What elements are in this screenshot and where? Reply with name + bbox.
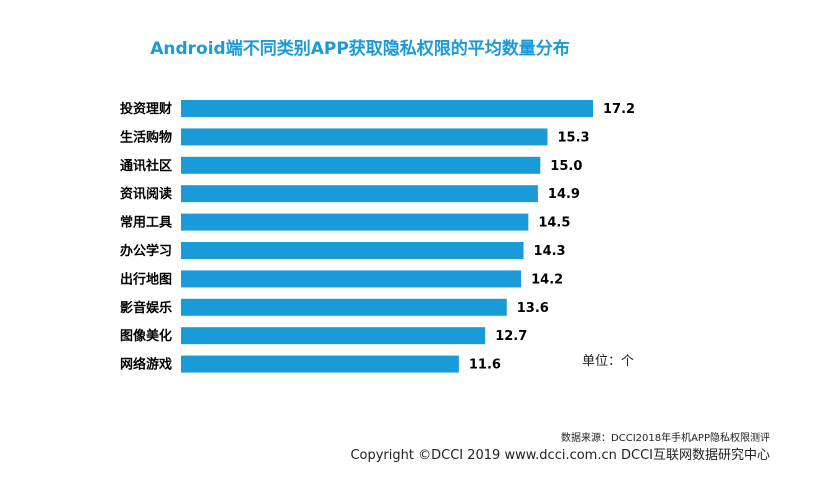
copyright-text: Copyright ©DCCI 2019 www.dcci.com.cn DCC… xyxy=(350,448,770,463)
category-label: 常用工具 xyxy=(120,215,172,231)
category-label: 影音娱乐 xyxy=(120,300,172,316)
unit-label: 单位：个 xyxy=(582,354,635,369)
category-label: 图像美化 xyxy=(120,328,172,344)
value-label: 11.6 xyxy=(469,358,501,373)
value-label: 15.0 xyxy=(550,159,582,174)
category-label: 资讯阅读 xyxy=(120,186,172,202)
source-text: 数据来源：DCCI2018年手机APP隐私权限测评 xyxy=(561,433,770,444)
category-label: 出行地图 xyxy=(120,271,172,287)
bar xyxy=(181,355,459,373)
chart-title: Android端不同类别APP获取隐私权限的平均数量分布 xyxy=(150,39,570,59)
bar xyxy=(181,327,486,345)
value-label: 12.7 xyxy=(495,329,527,344)
category-label: 网络游戏 xyxy=(120,357,172,373)
value-label: 14.5 xyxy=(538,216,570,231)
bar xyxy=(181,270,522,288)
bar xyxy=(181,128,548,146)
bar xyxy=(181,185,538,203)
value-label: 14.3 xyxy=(534,244,566,259)
category-label: 投资理财 xyxy=(120,101,172,117)
category-label: 通讯社区 xyxy=(120,158,172,174)
category-label: 生活购物 xyxy=(120,129,172,145)
bar xyxy=(181,298,507,316)
category-label: 办公学习 xyxy=(120,243,172,259)
value-label: 14.2 xyxy=(531,272,563,287)
bar xyxy=(181,213,529,231)
value-label: 15.3 xyxy=(557,130,589,145)
bars-group: 投资理财 17.2 生活购物 15.3 通讯社区 15.0 资讯阅读 14.9 常用工具 14.5… xyxy=(120,100,635,373)
value-label: 14.9 xyxy=(548,187,580,202)
bar xyxy=(181,100,593,117)
bar xyxy=(181,156,541,174)
value-label: 17.2 xyxy=(603,102,635,117)
bar xyxy=(181,242,524,259)
value-label: 13.6 xyxy=(517,301,549,316)
